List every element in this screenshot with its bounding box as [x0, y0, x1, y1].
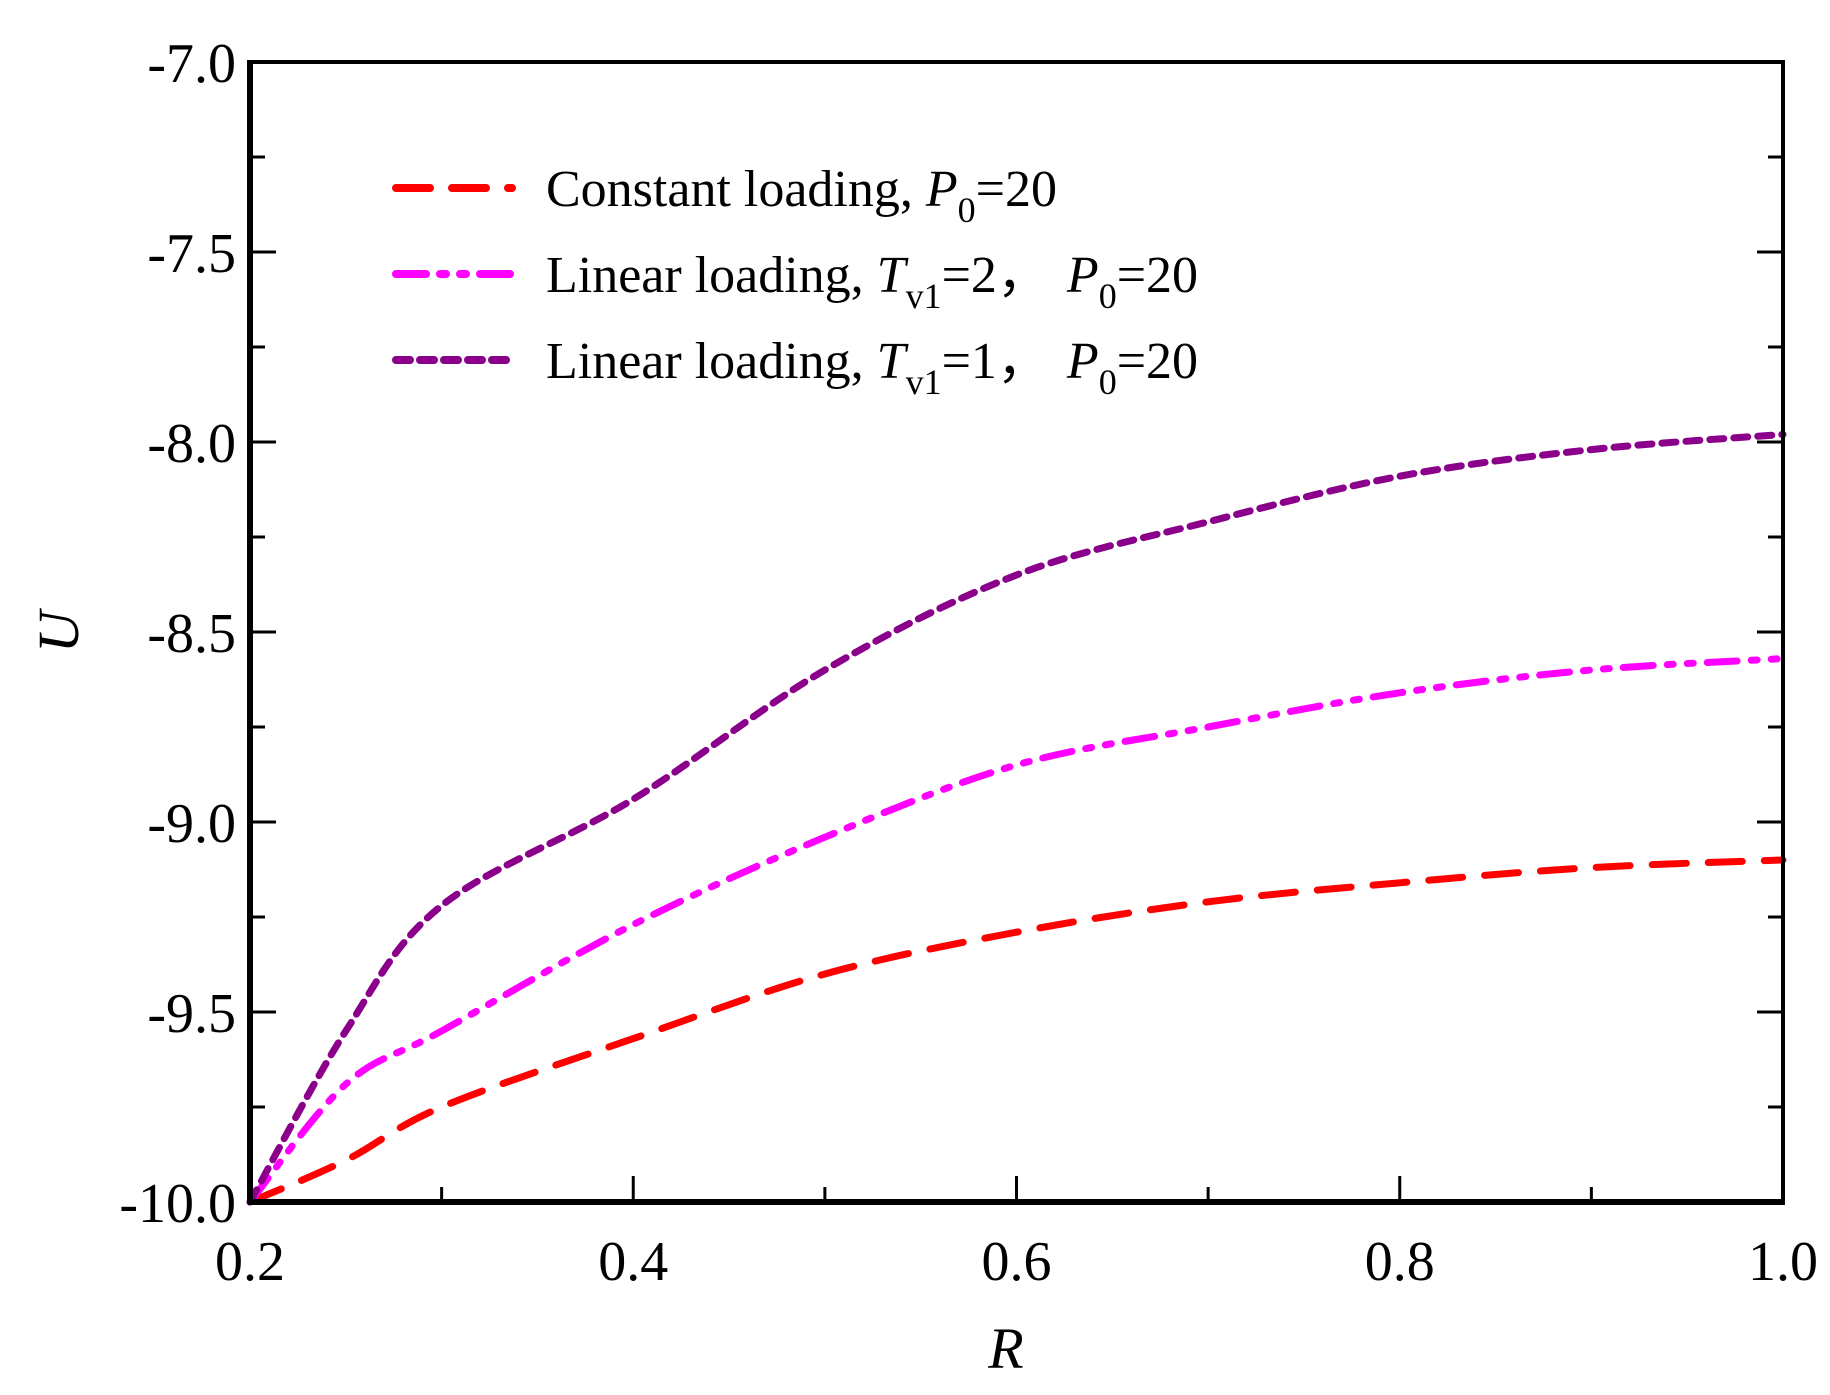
series-lines [246, 430, 1787, 1206]
ticks: 0.2 0.4 0.6 0.8 1.0 -10.0 -9.5 -9.0 -8.5 -8.0 -7.5… [119, 33, 1818, 1293]
y-tick-label: -8.5 [147, 603, 236, 665]
plot-frame [248, 60, 1785, 1204]
legend: Constant loading, P0=20 Linear loading, T… [392, 161, 1198, 402]
y-tick-label: -9.0 [147, 793, 236, 855]
x-tick-label: 0.8 [1365, 1231, 1435, 1293]
legend-label-2: Linear loading, Tv1=1， P0=20 [546, 333, 1198, 402]
y-tick-label: -7.0 [147, 33, 236, 95]
series-line-2 [246, 430, 1787, 1206]
y-tick-label: -7.5 [147, 223, 236, 285]
y-tick-label: -9.5 [147, 983, 236, 1045]
x-tick-label: 0.4 [598, 1231, 668, 1293]
legend-label-0: Constant loading, P0=20 [546, 161, 1057, 230]
x-tick-label: 0.2 [215, 1231, 285, 1293]
y-tick-label: -10.0 [119, 1173, 236, 1235]
legend-label-1: Linear loading, Tv1=2， P0=20 [546, 247, 1198, 316]
series-line-1 [246, 655, 1787, 1206]
y-tick-label: -8.0 [147, 413, 236, 475]
x-tick-label: 1.0 [1748, 1231, 1818, 1293]
x-axis-label: R [987, 1316, 1023, 1381]
series-line-0 [246, 856, 1787, 1206]
x-tick-label: 0.6 [982, 1231, 1052, 1293]
y-axis-label: U [26, 607, 91, 653]
